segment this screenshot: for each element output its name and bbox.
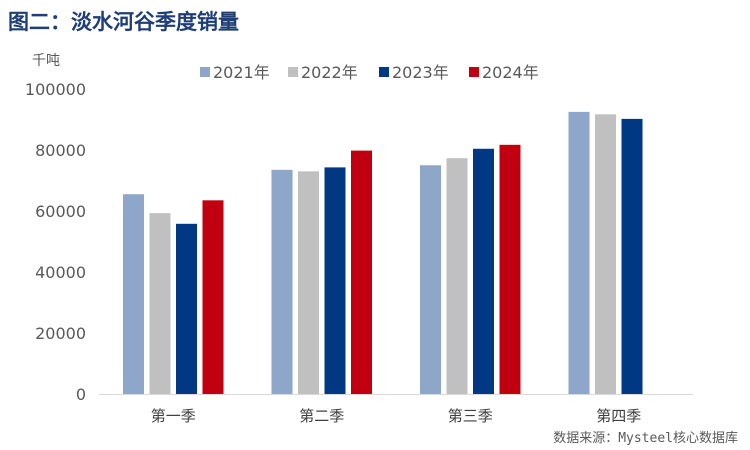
y-tick-label: 20000: [35, 324, 86, 343]
legend-swatch-2024年: [469, 67, 479, 77]
y-axis-unit-label: 千吨: [32, 53, 60, 69]
y-tick-label: 0: [76, 385, 86, 404]
bar-2021年-第一季: [123, 194, 144, 394]
y-tick-label: 40000: [35, 263, 86, 282]
legend-swatch-2023年: [379, 67, 389, 77]
x-category-label: 第一季: [151, 407, 196, 425]
bar-2023年-第二季: [324, 167, 346, 394]
data-source-note: 数据来源：Mysteel核心数据库: [553, 431, 738, 446]
bar-2022年-第四季: [595, 114, 616, 394]
y-tick-label: 80000: [35, 141, 86, 160]
legend-label: 2023年: [392, 63, 449, 82]
x-category-label: 第四季: [596, 407, 641, 425]
legend-label: 2022年: [301, 63, 358, 82]
y-tick-label: 60000: [35, 202, 86, 221]
bar-2022年-第二季: [298, 171, 319, 394]
bar-2021年-第二季: [271, 169, 293, 394]
bar-2023年-第四季: [621, 118, 643, 394]
bar-2022年-第三季: [446, 158, 468, 394]
y-tick-label: 100000: [25, 80, 86, 99]
bar-2021年-第三季: [420, 165, 441, 394]
bar-2024年-第二季: [351, 150, 372, 394]
x-category-label: 第二季: [299, 407, 344, 425]
bar-2024年-第三季: [499, 144, 521, 394]
legend-swatch-2021年: [200, 67, 210, 77]
x-category-label: 第三季: [448, 407, 493, 425]
bar-2021年-第四季: [568, 111, 590, 394]
bar-2024年-第一季: [202, 200, 224, 394]
legend-swatch-2022年: [288, 67, 298, 77]
bar-2023年-第一季: [176, 223, 197, 394]
chart-title: 图二：淡水河谷季度销量: [8, 9, 239, 34]
bar-2023年-第三季: [473, 148, 494, 394]
legend-label: 2024年: [482, 63, 539, 82]
bar-2022年-第一季: [149, 213, 171, 394]
legend-label: 2021年: [213, 63, 270, 82]
